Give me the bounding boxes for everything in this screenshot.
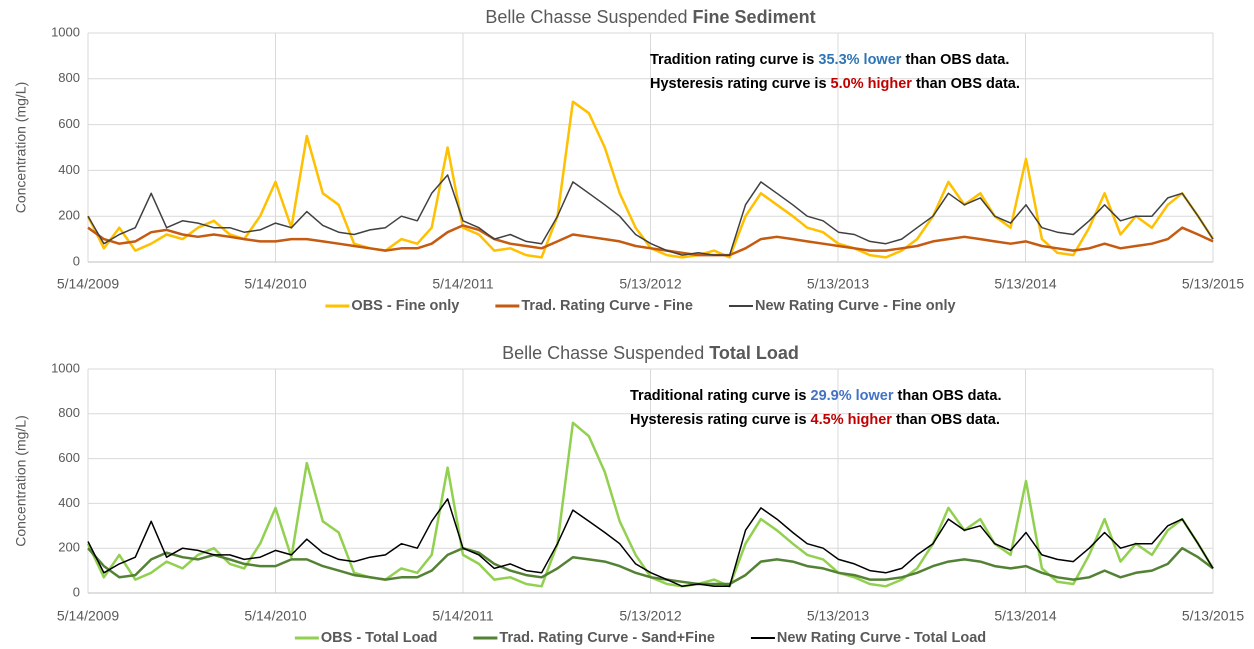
legend: OBS - Fine only Trad. Rating Curve - Fine… — [325, 298, 956, 314]
annotation-part: Hysteresis rating curve is — [630, 412, 811, 428]
annotation: Tradition rating curve is 35.3% lower th… — [650, 52, 1009, 68]
y-axis-label: Concentration (mg/L) — [13, 82, 29, 214]
annotation-part: than OBS data. — [894, 388, 1002, 404]
x-tick-label: 5/13/2014 — [994, 276, 1056, 292]
y-tick-label: 600 — [58, 116, 80, 131]
legend-label: Trad. Rating Curve - Sand+Fine — [499, 630, 715, 646]
annotation-part: Traditional rating curve is — [630, 388, 811, 404]
legend-item: Trad. Rating Curve - Fine — [495, 298, 693, 314]
y-tick-label: 200 — [58, 540, 80, 555]
x-tick-label: 5/13/2012 — [619, 276, 681, 292]
series-line — [87, 174, 1214, 256]
chart-title: Belle Chasse Suspended Total Load — [502, 343, 799, 363]
y-tick-label: 800 — [58, 70, 80, 85]
legend: OBS - Total Load Trad. Rating Curve - San… — [294, 630, 986, 646]
x-tick-label: 5/13/2015 — [1182, 276, 1244, 292]
legend-label: OBS - Fine only — [351, 298, 459, 314]
title-bold: Fine Sediment — [693, 7, 816, 27]
y-tick-label: 400 — [58, 495, 80, 510]
x-tick-label: 5/13/2012 — [619, 608, 681, 624]
annotation-part: 35.3% lower — [818, 52, 901, 68]
x-tick-label: 5/13/2014 — [994, 608, 1056, 624]
legend-item: New Rating Curve - Fine only — [728, 298, 956, 314]
annotation: Hysteresis rating curve is 4.5% higher t… — [630, 412, 1000, 428]
y-tick-label: 200 — [58, 208, 80, 223]
x-tick-label: 5/14/2011 — [432, 608, 493, 624]
y-tick-label: 1000 — [51, 360, 80, 375]
annotation-part: 5.0% higher — [831, 76, 913, 92]
annotation-part: 29.9% lower — [811, 388, 894, 404]
annotation-part: than OBS data. — [892, 412, 1000, 428]
legend-item: OBS - Total Load — [294, 630, 438, 646]
legend-label: OBS - Total Load — [321, 630, 438, 646]
y-tick-label: 0 — [73, 253, 80, 268]
annotation-part: Hysteresis rating curve is — [650, 76, 831, 92]
title-bold: Total Load — [709, 343, 799, 363]
series-line — [87, 224, 1214, 257]
legend-item: OBS - Fine only — [325, 298, 459, 314]
x-tick-label: 5/14/2009 — [57, 608, 119, 624]
legend-label: New Rating Curve - Fine only — [755, 298, 956, 314]
y-tick-label: 800 — [58, 405, 80, 420]
y-tick-label: 0 — [73, 584, 80, 599]
x-tick-label: 5/14/2009 — [57, 276, 119, 292]
chart-title: Belle Chasse Suspended Fine Sediment — [485, 7, 815, 27]
x-tick-label: 5/13/2015 — [1182, 608, 1244, 624]
legend-item: Trad. Rating Curve - Sand+Fine — [473, 630, 715, 646]
legend-item: New Rating Curve - Total Load — [750, 630, 986, 646]
annotation-part: Tradition rating curve is — [650, 52, 818, 68]
x-tick-label: 5/13/2013 — [807, 608, 869, 624]
chart: Belle Chasse Suspended Total Load Concent… — [13, 343, 1245, 646]
x-tick-label: 5/14/2010 — [244, 608, 306, 624]
annotation-part: than OBS data. — [912, 76, 1020, 92]
chart: Belle Chasse Suspended Fine Sediment Conc… — [13, 7, 1245, 314]
title-text: Belle Chasse Suspended — [502, 343, 709, 363]
y-tick-label: 400 — [58, 162, 80, 177]
annotation-part: than OBS data. — [901, 52, 1009, 68]
series-line — [87, 546, 1214, 586]
legend-label: New Rating Curve - Total Load — [777, 630, 986, 646]
legend-label: Trad. Rating Curve - Fine — [521, 298, 693, 314]
y-tick-label: 600 — [58, 450, 80, 465]
annotation-part: 4.5% higher — [811, 412, 893, 428]
x-tick-label: 5/14/2011 — [432, 276, 493, 292]
annotation: Traditional rating curve is 29.9% lower … — [630, 388, 1001, 404]
x-tick-label: 5/14/2010 — [244, 276, 306, 292]
series-line — [87, 498, 1214, 588]
x-tick-label: 5/13/2013 — [807, 276, 869, 292]
title-text: Belle Chasse Suspended — [485, 7, 692, 27]
annotation: Hysteresis rating curve is 5.0% higher t… — [650, 76, 1020, 92]
y-tick-label: 1000 — [51, 24, 80, 39]
y-axis-label: Concentration (mg/L) — [13, 415, 29, 547]
